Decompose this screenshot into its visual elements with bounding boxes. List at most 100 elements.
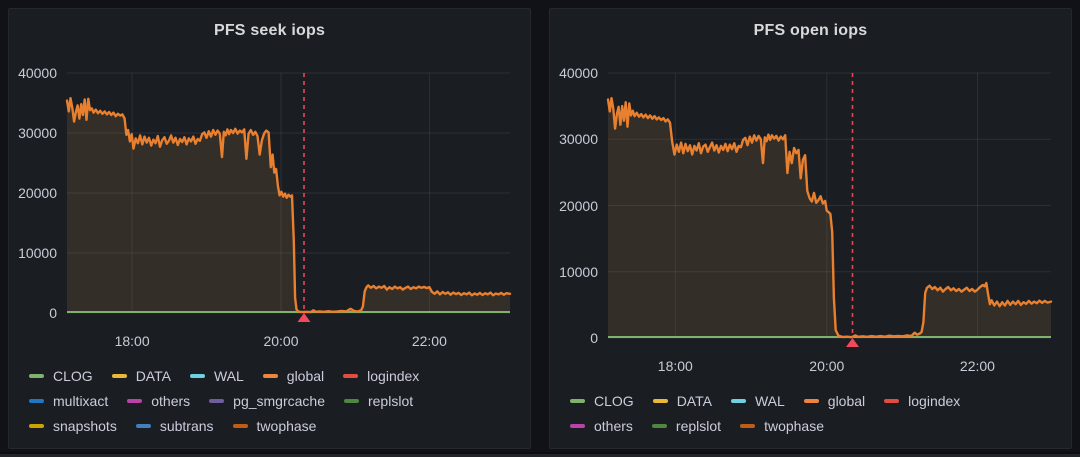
x-tick-label: 22:00 [411, 333, 447, 349]
series-color-swatch [29, 398, 44, 403]
legend-label: pg_smgrcache [233, 392, 325, 409]
annotation-marker[interactable] [846, 338, 859, 347]
x-tick-label: 20:00 [263, 333, 299, 349]
y-tick-label: 20000 [18, 185, 57, 201]
series-color-swatch [343, 398, 359, 403]
legend-row: CLOG DATA WAL global logindex [29, 363, 518, 388]
series-color-swatch [730, 398, 746, 403]
chart-area: 0 10000 20000 30000 40000 18:00 20:00 22:00 [559, 65, 1061, 380]
series-color-swatch [343, 373, 359, 378]
series-color-swatch [570, 398, 585, 403]
legend-item-CLOG[interactable]: CLOG [29, 368, 93, 384]
y-tick-label: 30000 [18, 125, 57, 141]
legend-item-logindex[interactable]: logindex [343, 368, 419, 384]
y-tick-label: 40000 [559, 65, 598, 81]
legend-label: snapshots [53, 417, 117, 434]
legend-row: snapshots subtrans twophase [29, 413, 518, 438]
x-axis: 18:00 20:00 22:00 [67, 313, 510, 355]
y-tick-label: 20000 [559, 197, 598, 214]
y-tick-label: 10000 [18, 245, 57, 261]
legend-item-global[interactable]: global [262, 367, 325, 384]
x-tick-label: 18:00 [114, 333, 150, 349]
x-tick-label: 18:00 [657, 358, 693, 374]
legend-item-multixact[interactable]: multixact [29, 393, 108, 409]
legend-label: others [151, 392, 191, 409]
x-tick-label: 20:00 [809, 358, 845, 374]
page-bottom-divider [0, 452, 1080, 457]
legend-item-WAL[interactable]: WAL [189, 367, 244, 384]
legend-item-replslot[interactable]: replslot [651, 417, 722, 434]
plot-column: 18:00 20:00 22:00 [606, 72, 1053, 380]
area-fill [608, 98, 1051, 338]
chart-area: 0 10000 20000 30000 40000 18:00 20:00 22:00 [18, 65, 520, 355]
legend-item-twophase[interactable]: twophase [740, 418, 824, 434]
legend-label: DATA [676, 392, 712, 409]
legend-item-DATA[interactable]: DATA [652, 392, 712, 409]
series-color-swatch [803, 398, 819, 403]
panel-title[interactable]: PFS open iops [753, 22, 868, 39]
legend-label: CLOG [53, 367, 93, 384]
legend-item-replslot[interactable]: replslot [343, 392, 414, 409]
legend: CLOG DATA WAL global logindex others replslot t… [560, 380, 1061, 438]
legend-label: multixact [53, 392, 109, 409]
legend-label: others [594, 417, 633, 434]
plot-area[interactable] [65, 72, 512, 322]
legend-item-twophase[interactable]: twophase [232, 417, 317, 434]
y-axis: 0 10000 20000 30000 40000 [18, 65, 67, 321]
legend-label: replslot [675, 417, 722, 434]
legend-item-DATA[interactable]: DATA [111, 367, 171, 384]
main-series-line [65, 97, 512, 314]
plot-area[interactable] [606, 72, 1053, 347]
legend-item-subtrans[interactable]: subtrans [135, 417, 214, 434]
series-color-swatch [262, 373, 278, 378]
legend-label: WAL [213, 367, 244, 384]
legend-item-others[interactable]: others [570, 418, 633, 434]
plot-column: 18:00 20:00 22:00 [65, 72, 512, 355]
panel-pfs-open-iops: PFS open iops 0 10000 20000 30000 40000 18:0… [549, 8, 1072, 449]
series-color-swatch [135, 423, 151, 428]
legend-label: CLOG [594, 392, 634, 409]
series-color-swatch [884, 398, 900, 403]
series-color-swatch [111, 373, 127, 378]
series-color-swatch [29, 373, 44, 378]
y-tick-label: 0 [590, 330, 598, 346]
legend-item-WAL[interactable]: WAL [730, 392, 785, 409]
legend-label: replslot [367, 392, 414, 409]
series-color-swatch [209, 398, 225, 403]
series-color-swatch [740, 423, 756, 428]
y-tick-label: 40000 [18, 65, 57, 81]
legend-label: DATA [135, 367, 171, 384]
legend-row: multixact others pg_smgrcache replslot [29, 388, 518, 413]
panel-title[interactable]: PFS seek iops [213, 22, 326, 39]
annotation-marker[interactable] [297, 313, 311, 322]
legend-item-CLOG[interactable]: CLOG [570, 393, 634, 409]
series-color-swatch [189, 373, 205, 378]
x-axis: 18:00 20:00 22:00 [608, 338, 1051, 380]
series-color-swatch [127, 398, 143, 403]
series-color-swatch [652, 398, 668, 403]
legend-label: twophase [256, 417, 317, 434]
legend-item-global[interactable]: global [803, 393, 865, 409]
legend-item-logindex[interactable]: logindex [884, 393, 960, 409]
y-tick-label: 30000 [559, 131, 598, 148]
legend-item-others[interactable]: others [127, 393, 190, 409]
series-color-swatch [651, 423, 667, 428]
legend-row: CLOG DATA WAL global logindex [570, 388, 1059, 413]
legend-item-snapshots[interactable]: snapshots [29, 418, 117, 434]
legend-label: logindex [908, 392, 961, 409]
y-tick-label: 0 [49, 305, 57, 321]
series-color-swatch [570, 423, 585, 428]
series-color-swatch [232, 423, 248, 428]
panel-pfs-seek-iops: PFS seek iops 0 10000 20000 30000 40000 18:0… [8, 8, 531, 449]
main-series-line [606, 97, 1053, 339]
legend-label: WAL [754, 392, 785, 409]
legend-label: logindex [367, 367, 420, 384]
legend-label: subtrans [159, 417, 214, 434]
legend-label: global [286, 367, 325, 384]
area-fill [67, 98, 510, 313]
legend-label: twophase [764, 417, 824, 434]
y-tick-label: 10000 [559, 263, 598, 280]
legend-item-pg_smgrcache[interactable]: pg_smgrcache [209, 393, 325, 409]
series-color-swatch [29, 423, 44, 428]
